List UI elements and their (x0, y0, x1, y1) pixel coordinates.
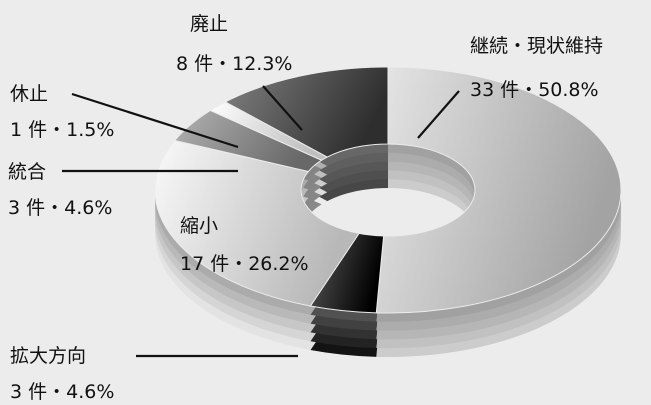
label-togo-value: 3 件・4.6% (8, 197, 112, 219)
label-togo-name: 統合 (8, 161, 46, 183)
chart-slices (154, 66, 622, 358)
label-haishi-name: 廃止 (190, 13, 228, 35)
label-keizoku-value: 33 件・50.8% (470, 79, 599, 101)
slice-top-2 (154, 139, 360, 307)
label-shukusho-value: 17 件・26.2% (180, 253, 309, 275)
leader-line-kyushi (71, 92, 239, 149)
label-shukusho-name: 縮小 (180, 215, 218, 237)
label-kyushi-name: 休止 (10, 83, 48, 105)
slice-top-0 (375, 66, 622, 314)
label-kyushi-value: 1 件・1.5% (10, 119, 114, 141)
slice-labels: 継続・現状維持 33 件・50.8% 拡大方向 3 件・4.6% 縮小 17 件… (8, 13, 603, 403)
leader-lines (62, 85, 460, 358)
label-haishi-value: 8 件・12.3% (176, 53, 293, 75)
leader-line-keizoku (417, 90, 460, 139)
leader-line-haishi (262, 85, 303, 131)
label-keizoku-name: 継続・現状維持 (470, 35, 603, 57)
label-kakudai-value: 3 件・4.6% (10, 381, 114, 403)
label-kakudai-name: 拡大方向 (10, 345, 86, 367)
